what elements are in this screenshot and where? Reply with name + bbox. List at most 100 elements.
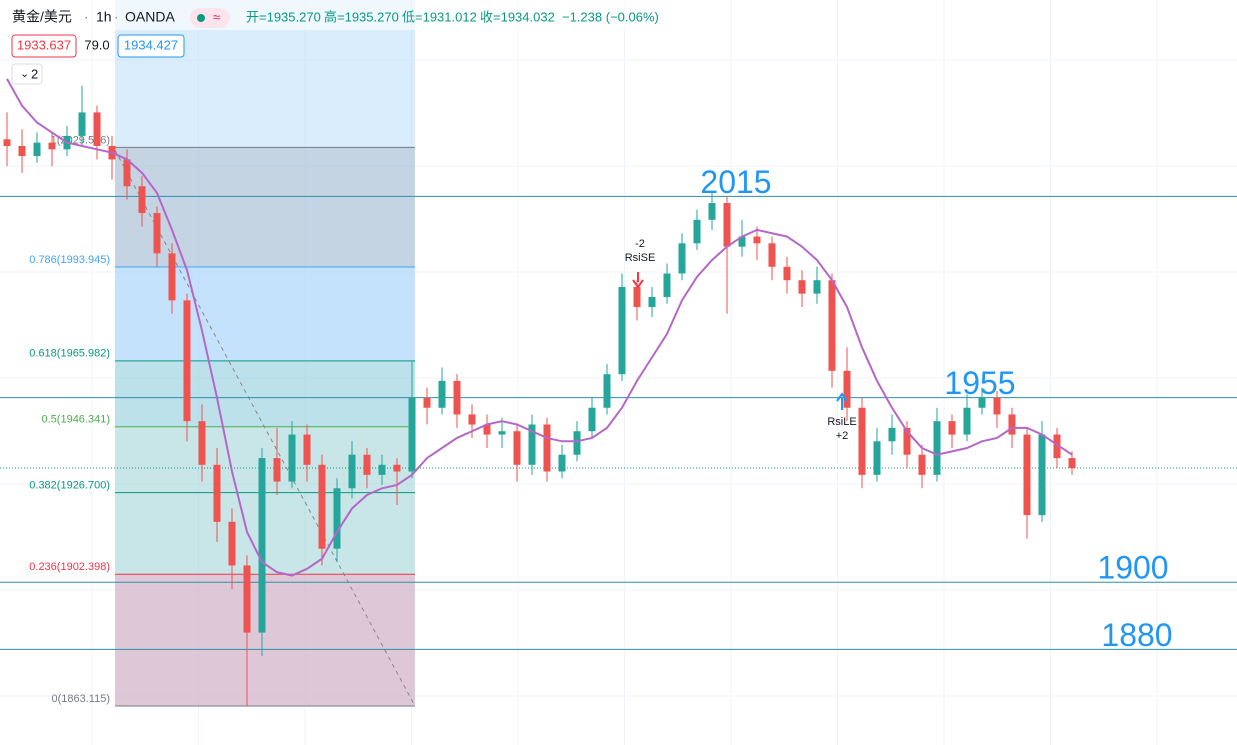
fib-label: 0(1863.115) <box>51 693 110 705</box>
spread: 79.0 <box>84 37 109 52</box>
candle-body <box>558 454 566 472</box>
header: 黄金/美元 · 1h · OANDA ≈ 开=1935.270 高=1935.2… <box>0 0 660 85</box>
fib-zone <box>115 360 415 427</box>
candle-body <box>423 397 431 408</box>
fib-label: 0.5(1946.341) <box>42 414 111 426</box>
candle-body <box>753 236 761 244</box>
candle-body <box>573 431 581 455</box>
candle-body <box>498 431 506 435</box>
candle-body <box>768 243 776 267</box>
buy-price: 1934.427 <box>124 37 178 52</box>
candle-body <box>603 374 611 408</box>
candle-body <box>1038 434 1046 516</box>
candle-body <box>1068 458 1076 469</box>
dropdown[interactable] <box>11 63 43 85</box>
candle-body <box>123 159 131 187</box>
candle-body <box>318 464 326 549</box>
candle-body <box>663 273 671 297</box>
candle-body <box>993 397 1001 415</box>
candle-body <box>723 203 731 247</box>
close: 收=1934.032 <box>480 9 555 24</box>
candle-body <box>18 145 26 157</box>
candle-body <box>588 407 596 432</box>
dropdown-icon: ⌄ <box>20 68 29 80</box>
candle-body <box>348 454 356 489</box>
candle-body <box>453 380 461 415</box>
candle-body <box>303 434 311 465</box>
candle-body <box>948 421 956 435</box>
candle-body <box>438 380 446 408</box>
candle-body <box>783 266 791 281</box>
candle-body <box>288 434 296 482</box>
candle-body <box>678 243 686 274</box>
candle-body <box>918 454 926 475</box>
signal-label: +2 <box>836 430 849 442</box>
buy-arrow <box>836 392 848 410</box>
candles <box>3 78 1076 707</box>
high: 高=1935.270 <box>324 9 399 24</box>
low: 低=1931.012 <box>402 9 477 24</box>
candle-body <box>843 370 851 408</box>
candle-body <box>828 280 836 371</box>
candle-body <box>708 203 716 220</box>
dropdown-value: 2 <box>31 66 38 81</box>
trend-line <box>114 149 416 707</box>
candle-body <box>873 441 881 475</box>
candle-body <box>33 142 41 157</box>
status-badge[interactable] <box>190 8 230 28</box>
level-label: 1900 <box>1097 550 1168 586</box>
candle-body <box>468 414 476 425</box>
candle-body <box>1008 414 1016 435</box>
candle-body <box>198 421 206 465</box>
candle-body <box>813 280 821 294</box>
candle-body <box>738 236 746 247</box>
fib-zone <box>115 147 415 267</box>
interval: 1h <box>96 9 112 25</box>
candle-body <box>93 112 101 146</box>
moving-average <box>6 78 1073 577</box>
header-bg <box>0 0 660 30</box>
candle-body <box>888 427 896 442</box>
sell-price: 1933.637 <box>17 37 71 52</box>
candle-body <box>228 521 236 566</box>
candle-body <box>153 213 161 254</box>
candle-body <box>633 286 641 308</box>
signal-label: -2 <box>635 238 645 250</box>
separator: · <box>114 9 119 25</box>
buy-box[interactable] <box>117 34 185 58</box>
candle-body <box>363 454 371 475</box>
candle-body <box>1023 434 1031 516</box>
candle-body <box>78 112 86 136</box>
change: −1.238 (−0.06%) <box>562 9 659 24</box>
candle-body <box>858 407 866 475</box>
signal-label: RsiSE <box>625 252 656 264</box>
sell-arrow <box>632 272 644 289</box>
levels: 2015 1955 1900 1880 <box>0 164 1237 653</box>
sell-box[interactable] <box>11 34 77 58</box>
candle-body <box>528 424 536 465</box>
fib-label: 0.382(1926.700) <box>29 480 110 492</box>
fib-label: 0.786(1993.945) <box>29 254 110 266</box>
signal-label: RsiLE <box>827 416 856 428</box>
fib-zone <box>115 266 415 361</box>
candle-body <box>138 186 146 214</box>
source: OANDA <box>125 9 175 25</box>
candle-body <box>243 565 251 633</box>
separator: · <box>84 9 89 25</box>
status-icon: ≈ <box>213 9 220 24</box>
symbol: 黄金/美元 <box>12 9 72 25</box>
candle-body <box>483 424 491 435</box>
candle-body <box>543 424 551 472</box>
candle-body <box>648 296 656 308</box>
candle-body <box>963 407 971 435</box>
candle-body <box>3 139 11 146</box>
level-label: 1880 <box>1101 617 1172 653</box>
candle-body <box>168 253 176 301</box>
candle-body <box>618 286 626 375</box>
annotations: -2 RsiSE RsiLE +2 <box>625 238 857 442</box>
fib-label: 0.618(1965.982) <box>29 348 110 360</box>
candle-body <box>933 421 941 475</box>
candle-body <box>408 397 416 472</box>
level-label: 1955 <box>944 365 1015 401</box>
